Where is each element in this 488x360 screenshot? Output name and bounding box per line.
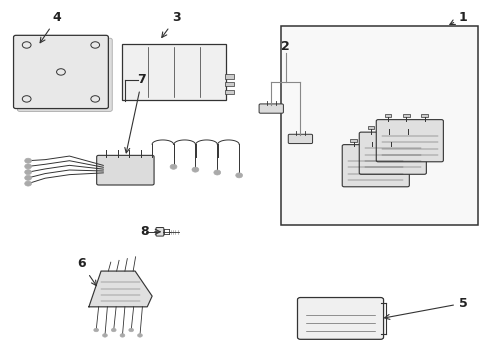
- Bar: [281, 26, 477, 225]
- FancyBboxPatch shape: [297, 297, 383, 339]
- Bar: [404, 126, 410, 129]
- Circle shape: [137, 334, 142, 337]
- FancyBboxPatch shape: [287, 134, 312, 144]
- FancyBboxPatch shape: [14, 35, 108, 109]
- Bar: [421, 114, 427, 117]
- Circle shape: [94, 328, 99, 332]
- Text: 8: 8: [140, 225, 160, 238]
- Bar: [224, 74, 233, 78]
- FancyBboxPatch shape: [122, 44, 225, 100]
- Text: 1: 1: [449, 11, 467, 24]
- FancyBboxPatch shape: [18, 38, 112, 111]
- Polygon shape: [89, 271, 152, 307]
- Circle shape: [25, 164, 31, 169]
- Text: 5: 5: [384, 297, 467, 319]
- Text: 4: 4: [40, 11, 61, 43]
- Bar: [385, 126, 392, 129]
- Text: 6: 6: [77, 257, 96, 285]
- Bar: [224, 90, 233, 94]
- Circle shape: [170, 164, 177, 169]
- Text: 3: 3: [162, 11, 181, 37]
- Bar: [367, 126, 373, 129]
- Circle shape: [25, 181, 31, 186]
- Circle shape: [102, 334, 107, 337]
- Bar: [386, 139, 393, 142]
- Text: 2: 2: [281, 40, 289, 53]
- Circle shape: [213, 170, 220, 175]
- Circle shape: [128, 328, 133, 332]
- Bar: [402, 114, 409, 117]
- FancyBboxPatch shape: [375, 120, 443, 162]
- Circle shape: [25, 175, 31, 180]
- Circle shape: [25, 158, 31, 163]
- Circle shape: [111, 328, 116, 332]
- Bar: [224, 82, 233, 86]
- Bar: [350, 139, 357, 142]
- FancyBboxPatch shape: [259, 104, 283, 113]
- FancyBboxPatch shape: [359, 132, 426, 174]
- Circle shape: [235, 173, 242, 178]
- Circle shape: [25, 170, 31, 175]
- Circle shape: [120, 334, 124, 337]
- Text: 7: 7: [124, 73, 146, 153]
- Bar: [384, 114, 390, 117]
- FancyBboxPatch shape: [97, 156, 154, 185]
- Bar: [368, 139, 375, 142]
- Circle shape: [192, 167, 199, 172]
- FancyBboxPatch shape: [156, 228, 163, 236]
- FancyBboxPatch shape: [342, 145, 408, 187]
